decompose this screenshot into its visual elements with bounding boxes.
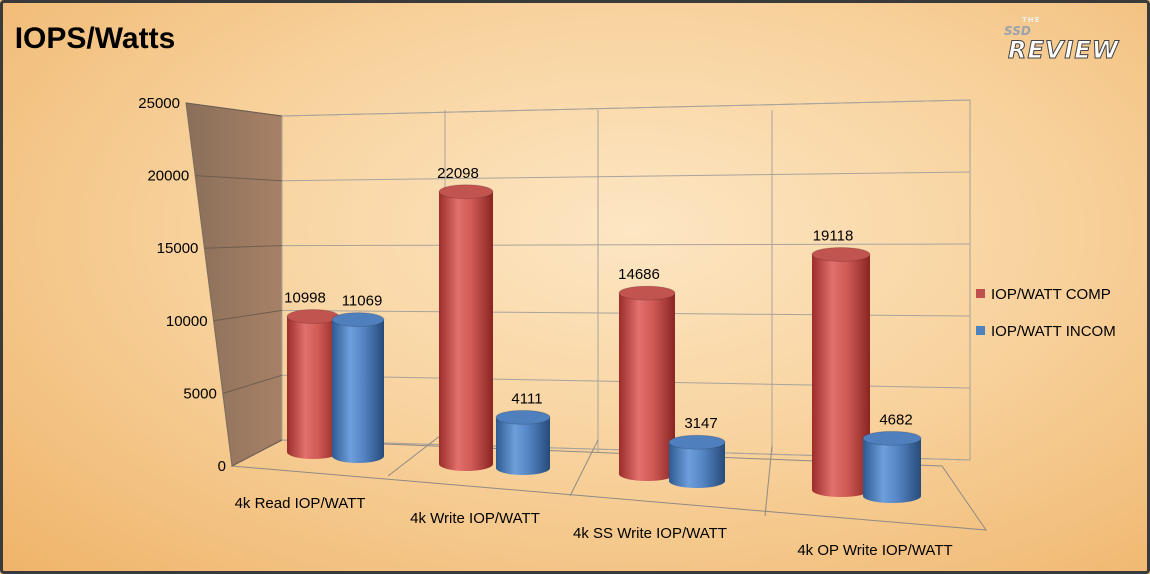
gridline-h [281, 243, 971, 247]
bar-top [618, 285, 676, 301]
legend-label: IOP/WATT INCOM [991, 323, 1116, 340]
bar-top [811, 246, 871, 262]
site-logo: THE SSD REVIEW [1000, 12, 1140, 72]
x-category-label: 4k SS Write IOP/WATT [573, 525, 727, 542]
x-category-label: 4k OP Write IOP/WATT [797, 542, 952, 559]
y-tick-label: 15000 [157, 240, 199, 257]
bar-body [496, 417, 550, 475]
gridline-side [185, 102, 283, 117]
bar-body [287, 316, 339, 459]
logo-text-big: REVIEW [1007, 36, 1120, 65]
y-tick-label: 10000 [166, 313, 208, 330]
data-label: 4682 [879, 411, 912, 428]
bar-body [439, 191, 493, 472]
bar-incom [495, 409, 551, 475]
x-category-label: 4k Read IOP/WATT [235, 495, 366, 512]
data-label: 19118 [813, 227, 854, 244]
bar-body [332, 319, 384, 463]
data-label: 14686 [618, 266, 660, 283]
gridline-side [204, 245, 283, 249]
legend-swatch [976, 326, 985, 335]
bar-comp [286, 309, 340, 459]
gridline-side [195, 175, 283, 182]
bar-comp [438, 184, 494, 472]
data-label: 22098 [437, 165, 479, 182]
bar-top [331, 312, 385, 328]
bar-incom [331, 312, 385, 463]
y-tick-label: 0 [218, 458, 226, 475]
chart-title: IOPS/Watts [14, 22, 176, 55]
bar-comp [811, 246, 871, 497]
side-wall [185, 102, 283, 467]
legend-swatch [976, 289, 985, 298]
bar-incom [862, 430, 922, 503]
y-tick-label: 5000 [183, 385, 216, 402]
gridline-side [213, 309, 283, 322]
gridline-h [281, 99, 971, 117]
logo-text-mid: SSD [1004, 24, 1031, 38]
data-label: 3147 [684, 415, 717, 432]
gridline-side [222, 374, 283, 394]
floor-divider [764, 445, 773, 517]
y-tick-label: 25000 [138, 95, 180, 112]
bar-body [669, 442, 725, 488]
gridline-side [231, 439, 283, 467]
bar-top [286, 309, 340, 325]
bar-comp [618, 285, 676, 481]
y-tick-label: 20000 [147, 168, 189, 185]
bar-body [863, 438, 921, 503]
bar-incom [668, 434, 726, 488]
bar-body [812, 254, 870, 497]
bar-body [619, 293, 675, 481]
floor-divider [569, 439, 599, 497]
bar-top [438, 184, 494, 200]
legend-label: IOP/WATT COMP [991, 286, 1111, 303]
bar-top [668, 434, 726, 450]
logo-text-top: THE [1022, 16, 1041, 24]
data-label: 11069 [342, 293, 383, 310]
bar-top [495, 409, 551, 425]
bar-top [862, 430, 922, 446]
data-label: 10998 [284, 290, 326, 307]
data-label: 4111 [511, 390, 542, 407]
x-category-label: 4k Write IOP/WATT [410, 510, 540, 527]
gridline-h [281, 171, 971, 182]
floor-divider [387, 431, 446, 477]
